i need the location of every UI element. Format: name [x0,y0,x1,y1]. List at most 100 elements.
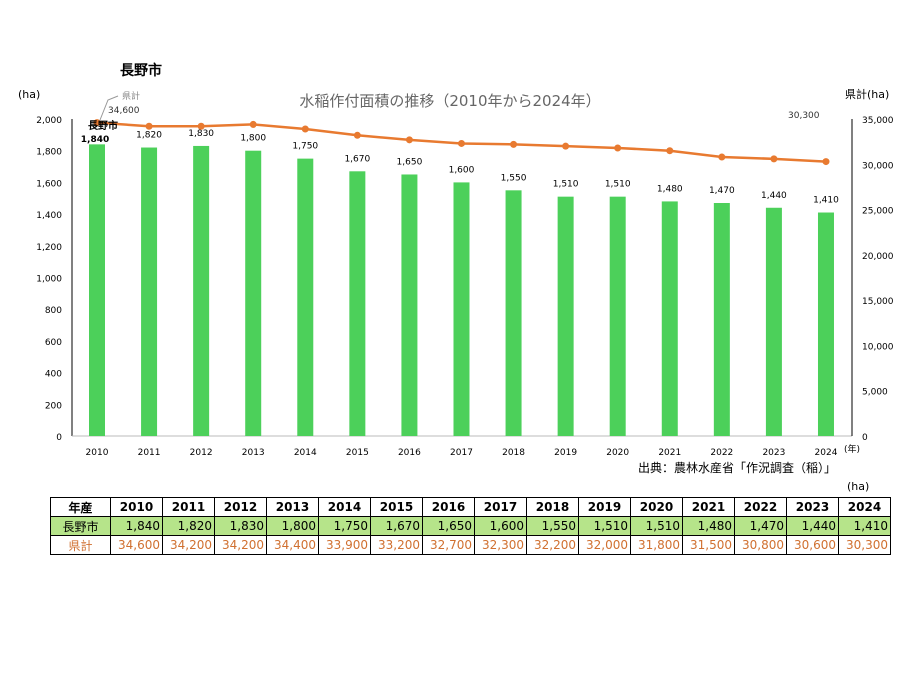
city-title: 長野市 [120,63,162,79]
table-cell: 1,670 [370,516,423,536]
x-tick-label: 2021 [658,448,681,458]
bar-2020 [609,196,626,436]
table-cell: 33,200 [370,535,423,555]
bar-value-label: 1,480 [657,184,683,194]
line-point-2016 [405,136,413,144]
bar-2019 [557,196,574,436]
left-tick-label: 600 [45,338,62,348]
year-header: 2022 [734,497,787,517]
table-row: 長野市 1,840 1,820 1,830 1,800 1,750 1,670 1,650 1,… [50,516,891,536]
x-tick-label: 2019 [554,448,577,458]
line-point-2012 [197,122,205,130]
table-cell: 31,500 [682,535,735,555]
line-value-label: 30,300 [788,111,820,121]
table-cell: 1,470 [734,516,787,536]
source-note: 出典：農林水産省「作況調査（稲）」 [638,461,837,475]
right-tick-label: 30,000 [862,161,894,171]
right-tick-label: 35,000 [862,116,894,126]
left-tick-label: 200 [45,401,62,411]
x-tick-label: 2016 [398,448,421,458]
table-cell: 1,800 [266,516,319,536]
right-tick-label: 25,000 [862,207,894,217]
left-tick-label: 1,200 [36,243,62,253]
x-tick-label: 2020 [606,448,629,458]
line-series-label: 県計 [122,90,140,102]
left-axis-label: (ha) [18,88,40,101]
bar-value-label: 1,410 [813,196,839,206]
table-cell: 1,510 [630,516,683,536]
table-cell: 1,550 [526,516,579,536]
year-header: 2017 [474,497,527,517]
bar-2014 [297,158,314,436]
bar-2018 [505,190,522,436]
year-header: 2023 [786,497,839,517]
table-cell: 1,820 [162,516,215,536]
year-header: 2010 [110,497,163,517]
x-tick-label: 2015 [346,448,369,458]
year-header: 2015 [370,497,423,517]
table-cell: 1,840 [110,516,163,536]
bar-2017 [453,182,470,436]
left-tick-label: 2,000 [36,116,62,126]
row-label: 長野市 [50,516,111,536]
left-tick-label: 1,000 [36,275,62,285]
line-point-2019 [562,142,570,150]
bar-2010 [89,144,105,437]
line-point-2015 [353,131,361,139]
table-cell: 30,600 [786,535,839,555]
table-cell: 34,200 [162,535,215,555]
x-tick-label: 2012 [190,448,213,458]
table-cell: 32,200 [526,535,579,555]
bar-series-label: 長野市 [88,119,118,132]
line-point-2020 [614,144,622,152]
bar-2021 [661,201,678,436]
right-tick-label: 5,000 [862,388,888,398]
bar-2013 [245,150,262,436]
line-point-2010 [93,119,101,127]
row-label: 県計 [50,535,111,555]
bar-value-label: 1,650 [397,157,423,167]
table-cell: 1,510 [578,516,631,536]
bar-2015 [349,171,366,436]
year-header: 2018 [526,497,579,517]
left-tick-label: 1,400 [36,211,62,221]
table-cell: 1,830 [214,516,267,536]
table-cell: 32,000 [578,535,631,555]
year-header: 2012 [214,497,267,517]
bar-value-label: 1,600 [449,165,475,175]
bar-2011 [141,147,158,436]
line-point-2022 [718,153,726,161]
bar-value-label: 1,750 [292,142,318,152]
bar-2016 [401,174,418,436]
right-tick-label: 0 [862,433,868,443]
data-table: 年産 2010 2011 2012 2013 2014 2015 2016 2017 2018 20… [50,497,891,555]
table-row: 県計 34,600 34,200 34,200 34,400 33,900 33,200 32… [50,535,891,555]
bar-2023 [765,207,782,436]
bar-value-label: 1,470 [709,186,735,196]
bar-2022 [713,203,730,436]
bar-value-label: 1,510 [553,180,579,190]
year-header: 2024 [838,497,891,517]
right-tick-label: 15,000 [862,297,894,307]
table-header-row: 年産 2010 2011 2012 2013 2014 2015 2016 2017 2018 20… [50,497,891,517]
bar-2012 [193,145,210,436]
line-point-2024 [822,158,830,166]
x-tick-label: 2022 [710,448,733,458]
left-tick-label: 1,800 [36,148,62,158]
table-unit: (ha) [847,480,870,493]
table-cell: 34,400 [266,535,319,555]
line-point-2018 [510,140,518,148]
line-point-2011 [145,122,153,130]
table-cell: 1,750 [318,516,371,536]
table-cell: 30,800 [734,535,787,555]
bar-value-label: 1,440 [761,191,787,201]
table-cell: 31,800 [630,535,683,555]
bar-value-label: 1,840 [81,135,109,145]
table-cell: 1,440 [786,516,839,536]
bar-value-label: 1,800 [240,134,266,144]
bar-value-label: 1,550 [501,173,527,183]
table-cell: 1,410 [838,516,891,536]
right-axis-label: 県計(ha) [845,87,889,101]
year-header: 2011 [162,497,215,517]
table-cell: 32,700 [422,535,475,555]
